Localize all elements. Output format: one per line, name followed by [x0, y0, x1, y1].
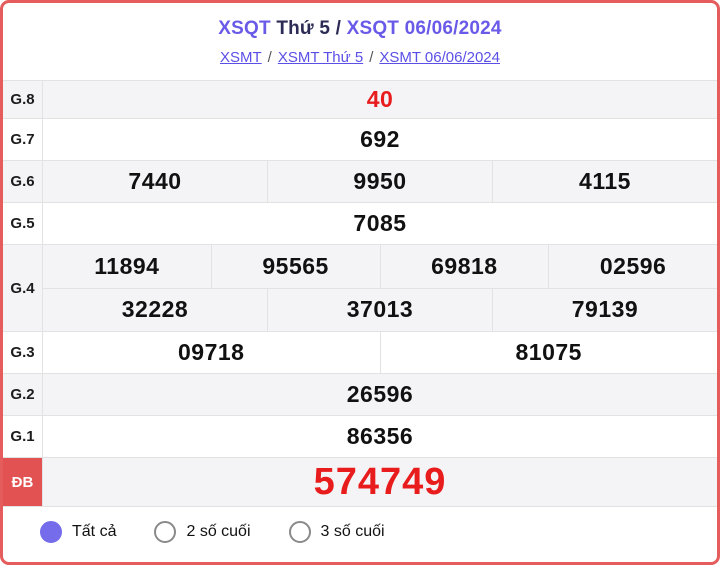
- page-title: XSQT Thứ 5 / XSQT 06/06/2024: [3, 18, 717, 40]
- filter-option-label: 2 số cuối: [186, 523, 251, 540]
- jackpot-number: 574749: [313, 460, 447, 503]
- prize-number: 81075: [379, 332, 718, 373]
- prize-number: 02596: [548, 245, 717, 288]
- table-row-g4: G.4 11894 95565 69818 02596 32228 37013 …: [3, 245, 717, 332]
- radio-unselected-icon[interactable]: [154, 521, 177, 543]
- prize-label: G.3: [3, 332, 43, 373]
- table-row-g5: G.5 7085: [3, 203, 717, 245]
- table-row-g7: G.7 692: [3, 119, 717, 161]
- breadcrumb-separator: /: [267, 49, 272, 66]
- breadcrumb-separator: /: [369, 49, 374, 66]
- breadcrumb: XSMT / XSMT Thứ 5 / XSMT 06/06/2024: [3, 49, 717, 66]
- prize-number: 69818: [379, 245, 549, 288]
- prize-label: G.2: [3, 374, 43, 415]
- table-row-db: ĐB 574749: [3, 458, 717, 507]
- table-row-g6: G.6 7440 9950 4115: [3, 161, 717, 203]
- prize-label: G.5: [3, 203, 43, 244]
- title-date: XSQT 06/06/2024: [346, 18, 502, 39]
- prize-number: 11894: [94, 252, 160, 279]
- filter-option-last3[interactable]: 3 số cuối: [288, 521, 385, 543]
- prize-number: 95565: [210, 245, 380, 288]
- prize-number: 09718: [178, 339, 245, 365]
- filter-option-all[interactable]: Tất cả: [40, 521, 116, 543]
- filter-option-last2[interactable]: 2 số cuối: [154, 521, 251, 543]
- filter-option-label: Tất cả: [72, 523, 117, 540]
- prize-number: 32228: [121, 296, 189, 323]
- prize-number: 37013: [267, 288, 492, 331]
- jackpot-label: ĐB: [3, 458, 43, 506]
- prize-number: 26596: [346, 381, 414, 407]
- table-row-g1: G.1 86356: [3, 416, 717, 458]
- prize-number: 7440: [128, 168, 182, 194]
- title-station: XSQT: [218, 18, 277, 39]
- table-row-g3: G.3 09718 81075: [3, 332, 717, 374]
- prize-number: 86356: [346, 423, 414, 449]
- table-row-g8: G.8 40: [3, 81, 717, 119]
- prize-label: G.4: [3, 245, 43, 331]
- radio-selected-icon[interactable]: [40, 521, 62, 543]
- prize-label: G.7: [3, 119, 43, 160]
- prize-label: G.8: [3, 81, 43, 118]
- prize-number: 9950: [267, 161, 492, 202]
- prize-number: 692: [360, 126, 400, 152]
- results-table: G.8 40 G.7 692 G.6 7440 9950 4115 G.5 70…: [3, 80, 717, 507]
- prize-label: G.1: [3, 416, 43, 457]
- prize-number: 79139: [492, 288, 717, 331]
- prize-number: 7085: [353, 210, 407, 236]
- prize-number: 40: [366, 86, 394, 112]
- radio-unselected-icon[interactable]: [288, 521, 311, 543]
- table-row-g2: G.2 26596: [3, 374, 717, 416]
- breadcrumb-link-xsmt-date[interactable]: XSMT 06/06/2024: [379, 49, 500, 66]
- title-weekday: Thứ 5 /: [276, 18, 347, 39]
- breadcrumb-link-xsmt-thu5[interactable]: XSMT Thứ 5: [277, 49, 364, 66]
- prize-label: G.6: [3, 161, 43, 202]
- prize-number: 4115: [492, 161, 717, 202]
- breadcrumb-link-xsmt[interactable]: XSMT: [219, 49, 262, 66]
- header: XSQT Thứ 5 / XSQT 06/06/2024 XSMT / XSMT T…: [3, 3, 717, 80]
- filter-bar: Tất cả 2 số cuối 3 số cuối: [3, 507, 717, 543]
- filter-option-label: 3 số cuối: [320, 523, 385, 540]
